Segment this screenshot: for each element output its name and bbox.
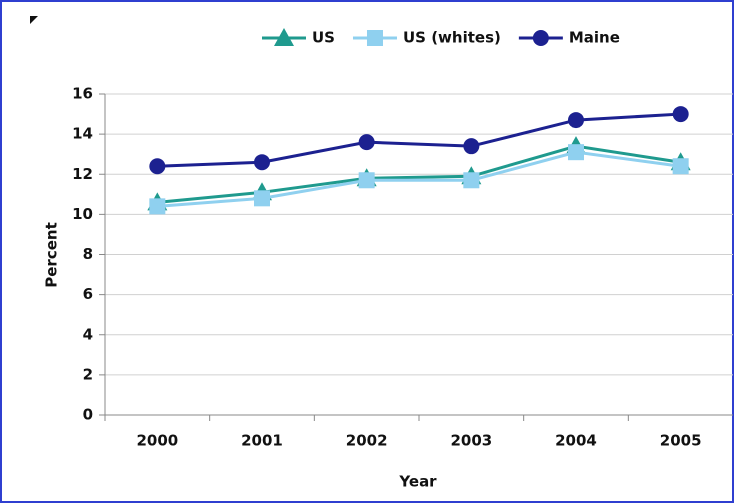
y-tick-label: 2 — [83, 365, 93, 383]
data-point — [672, 158, 689, 175]
data-point — [672, 106, 689, 123]
x-tick-label: 2004 — [555, 432, 597, 450]
data-point — [254, 154, 270, 171]
legend-label: US (whites) — [403, 29, 501, 47]
x-axis-label: Year — [398, 473, 437, 491]
data-point — [149, 198, 166, 215]
data-point — [568, 112, 584, 129]
legend-marker — [274, 28, 294, 46]
y-axis-label: Percent — [43, 222, 61, 287]
corner-mark — [30, 16, 38, 24]
legend-marker — [532, 30, 549, 46]
y-tick-label: 8 — [83, 245, 93, 263]
legend-marker — [366, 30, 383, 46]
x-tick-label: 2003 — [450, 432, 492, 450]
data-point — [358, 134, 375, 151]
x-tick-label: 2002 — [346, 432, 388, 450]
y-tick-label: 0 — [83, 406, 93, 424]
legend-label: US — [312, 29, 335, 47]
x-tick-label: 2000 — [136, 432, 178, 450]
x-tick-label: 2001 — [241, 432, 283, 450]
data-point — [358, 172, 375, 189]
y-tick-label: 10 — [72, 205, 93, 223]
data-point — [463, 138, 480, 155]
y-tick-label: 14 — [72, 125, 93, 143]
y-tick-label: 6 — [83, 285, 93, 303]
series-line — [157, 150, 681, 208]
y-tick-label: 12 — [72, 165, 93, 183]
series-line — [157, 112, 681, 168]
data-point — [568, 144, 584, 161]
x-tick-label: 2005 — [660, 432, 702, 450]
y-tick-label: 16 — [72, 85, 93, 103]
data-point — [149, 158, 166, 175]
y-tick-label: 4 — [83, 325, 93, 343]
data-point — [254, 190, 270, 207]
data-point — [463, 172, 480, 189]
legend-label: Maine — [569, 29, 620, 47]
series-line — [157, 144, 681, 204]
